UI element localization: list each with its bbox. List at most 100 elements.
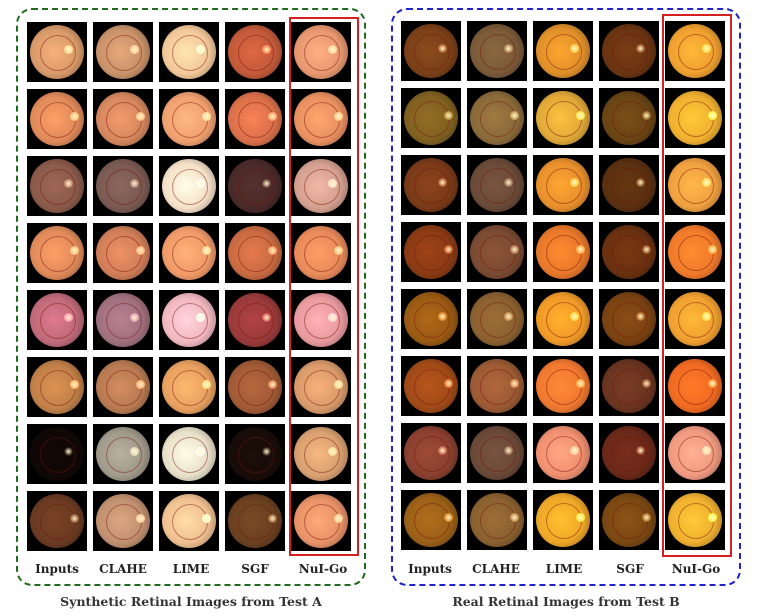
fundus-disc-shape	[602, 225, 656, 279]
fundus-disc-shape	[228, 92, 282, 146]
fundus-disc-shape	[602, 292, 656, 346]
synthetic-image-r2-c3	[159, 89, 219, 149]
fundus-disc-shape	[470, 91, 524, 145]
real-image-r3-c2	[467, 155, 527, 215]
column-label-inputs-b: Inputs	[408, 562, 452, 576]
synthetic-image-r3-c1	[27, 156, 87, 216]
vessel-arc	[40, 102, 76, 138]
real-image-r1-c1	[401, 21, 461, 81]
fundus-disc-shape	[96, 427, 150, 481]
vessel-arc	[238, 437, 274, 473]
vessel-arc	[238, 504, 274, 540]
synthetic-image-r7-c4	[225, 424, 285, 484]
synthetic-image-r5-c1	[27, 290, 87, 350]
fundus-disc-shape	[536, 426, 590, 480]
vessel-arc	[414, 235, 450, 271]
optic-disc-mark	[196, 45, 205, 54]
fundus-disc-shape	[96, 92, 150, 146]
vessel-arc	[238, 169, 274, 205]
optic-disc-mark	[438, 178, 447, 187]
optic-disc-mark	[70, 514, 79, 523]
fundus-disc-shape	[162, 92, 216, 146]
fundus-disc-shape	[470, 493, 524, 547]
synthetic-image-r7-c3	[159, 424, 219, 484]
synthetic-image-r5-c2	[93, 290, 153, 350]
real-image-r7-c4	[599, 423, 659, 483]
fundus-disc-shape	[668, 426, 722, 480]
caption-real: Real Retinal Images from Test B	[452, 594, 680, 609]
optic-disc-mark	[642, 379, 651, 388]
fundus-disc-shape	[294, 226, 348, 280]
vessel-arc	[546, 503, 582, 539]
vessel-arc	[480, 436, 516, 472]
optic-disc-mark	[334, 514, 343, 523]
optic-disc-mark	[636, 44, 645, 53]
optic-disc-mark	[268, 112, 277, 121]
panel-synthetic-frame	[16, 8, 366, 586]
vessel-arc	[480, 101, 516, 137]
vessel-arc	[414, 34, 450, 70]
synthetic-image-r2-c1	[27, 89, 87, 149]
vessel-arc	[612, 369, 648, 405]
real-image-r6-c1	[401, 356, 461, 416]
vessel-arc	[106, 35, 142, 71]
synthetic-image-r3-c2	[93, 156, 153, 216]
synthetic-image-r1-c1	[27, 22, 87, 82]
synthetic-image-r2-c5	[291, 89, 351, 149]
vessel-arc	[106, 102, 142, 138]
vessel-arc	[238, 35, 274, 71]
optic-disc-mark	[642, 513, 651, 522]
fundus-disc-shape	[96, 25, 150, 79]
vessel-arc	[612, 503, 648, 539]
synthetic-image-r8-c5	[291, 491, 351, 551]
fundus-disc-shape	[30, 25, 84, 79]
vessel-arc	[40, 35, 76, 71]
fundus-disc-shape	[30, 360, 84, 414]
optic-disc-mark	[504, 178, 513, 187]
vessel-arc	[40, 169, 76, 205]
real-image-r8-c1	[401, 490, 461, 550]
fundus-disc-shape	[162, 360, 216, 414]
fundus-disc-shape	[162, 427, 216, 481]
optic-disc-mark	[702, 446, 711, 455]
vessel-arc	[546, 302, 582, 338]
vessel-arc	[612, 34, 648, 70]
real-image-r7-c1	[401, 423, 461, 483]
vessel-arc	[172, 236, 208, 272]
vessel-arc	[414, 369, 450, 405]
vessel-arc	[238, 303, 274, 339]
vessel-arc	[172, 504, 208, 540]
vessel-arc	[480, 34, 516, 70]
vessel-arc	[546, 168, 582, 204]
optic-disc-mark	[510, 111, 519, 120]
fundus-disc-shape	[536, 292, 590, 346]
vessel-arc	[304, 437, 340, 473]
vessel-arc	[612, 436, 648, 472]
column-label-lime-b: LIME	[545, 562, 583, 576]
optic-disc-mark	[576, 513, 585, 522]
synthetic-image-r6-c2	[93, 357, 153, 417]
optic-disc-mark	[268, 514, 277, 523]
fundus-disc-shape	[470, 426, 524, 480]
panel-real-frame	[391, 8, 741, 586]
vessel-arc	[40, 370, 76, 406]
fundus-disc-shape	[602, 359, 656, 413]
synthetic-image-r1-c4	[225, 22, 285, 82]
synthetic-image-r8-c1	[27, 491, 87, 551]
vessel-arc	[546, 101, 582, 137]
fundus-disc-shape	[602, 91, 656, 145]
vessel-arc	[106, 504, 142, 540]
optic-disc-mark	[262, 313, 271, 322]
optic-disc-mark	[70, 112, 79, 121]
fundus-disc-shape	[668, 158, 722, 212]
vessel-arc	[480, 503, 516, 539]
synthetic-image-r8-c3	[159, 491, 219, 551]
optic-disc-mark	[576, 245, 585, 254]
column-label-sgf-a: SGF	[241, 562, 269, 576]
real-image-r1-c3	[533, 21, 593, 81]
optic-disc-mark	[438, 312, 447, 321]
optic-disc-mark	[268, 380, 277, 389]
fundus-disc-shape	[30, 226, 84, 280]
fundus-disc-shape	[162, 159, 216, 213]
optic-disc-mark	[268, 246, 277, 255]
